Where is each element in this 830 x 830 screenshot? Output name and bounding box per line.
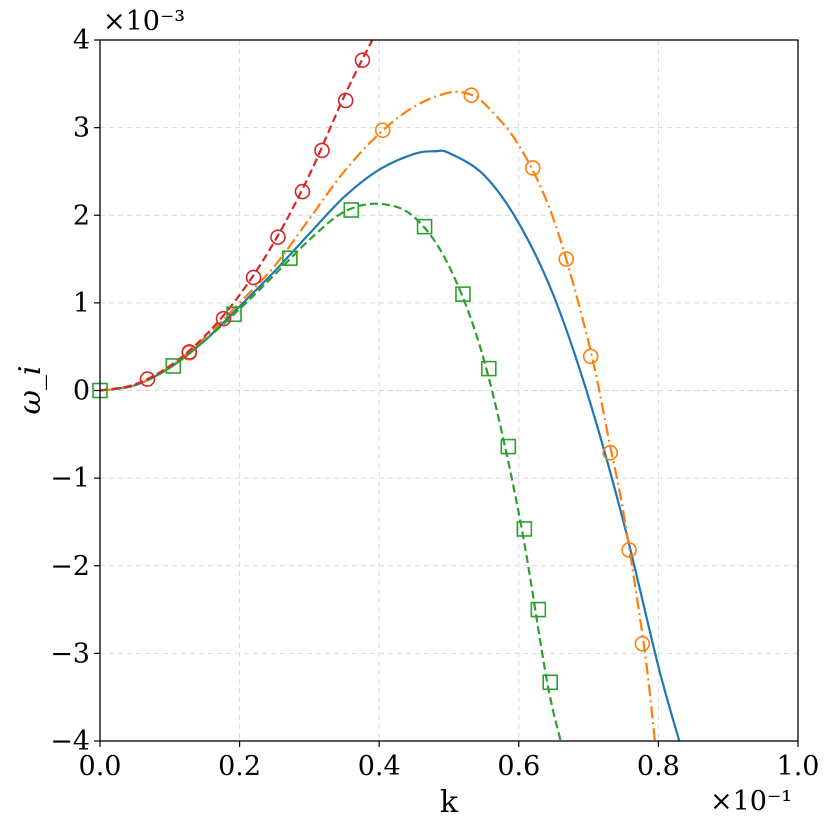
series-1-marker: [621, 542, 637, 558]
series-2-marker: [226, 306, 242, 323]
series-2-marker: [480, 360, 497, 377]
series-1-marker: [634, 635, 651, 652]
series-2-marker: [165, 358, 182, 374]
series-1-marker: [463, 87, 480, 104]
series-2-marker: [500, 438, 517, 455]
series-line-0: [100, 149, 681, 741]
x-tick-label: 0.2: [218, 751, 261, 782]
series-3-marker: [294, 183, 311, 200]
y-tick-label: 0: [73, 376, 90, 407]
x-tick-label: 0.8: [637, 751, 680, 782]
series-2-marker: [416, 218, 433, 235]
y-tick-label: −3: [50, 638, 90, 669]
y-tick-label: 2: [73, 200, 90, 231]
plot-frame: [99, 39, 799, 742]
ticks: 0.0 0.2 0.4 0.6 0.8 1.0 −4 −3 −2 −1 0 1 2 3 4: [50, 25, 819, 782]
x-tick-label: 0.0: [79, 751, 122, 782]
series-3-marker: [215, 310, 232, 327]
series-3-marker: [181, 344, 198, 360]
series-2-marker: [530, 601, 547, 618]
series-line-3: [100, 40, 374, 392]
y-tick-label: 4: [73, 25, 90, 56]
series-2-marker: [542, 674, 559, 691]
marker-layer: [92, 52, 651, 691]
y-tick-label: −4: [50, 726, 90, 757]
y-axis-label: ω_i: [13, 365, 48, 414]
series-line-1: [100, 90, 657, 741]
y-tick-label: 3: [73, 113, 90, 144]
y-tick-label: −2: [50, 551, 90, 582]
x-axis-label: k: [440, 785, 459, 820]
series-line-2: [100, 202, 562, 741]
series-1-marker: [524, 160, 541, 176]
series-2-marker: [455, 286, 471, 302]
series-3-marker: [354, 52, 371, 68]
series-2-marker: [282, 250, 298, 266]
series-1-marker: [602, 444, 619, 461]
x-tick-label: 1.0: [777, 751, 820, 782]
series-3-marker: [245, 269, 262, 286]
grid: [99, 39, 799, 742]
x-exponent-label: ×10⁻¹: [710, 786, 792, 817]
series-1-marker: [374, 122, 391, 139]
series-3-marker: [314, 142, 330, 159]
y-exponent-label: ×10⁻³: [103, 6, 185, 37]
y-tick-label: 1: [73, 288, 90, 319]
series-3-marker: [337, 92, 354, 109]
series-3-marker: [139, 371, 156, 387]
series-1-marker: [558, 251, 575, 267]
series-3-marker: [270, 229, 286, 245]
series-2-marker: [343, 202, 360, 218]
y-tick-label: −1: [50, 463, 90, 494]
x-tick-label: 0.4: [358, 751, 401, 782]
x-tick-label: 0.6: [497, 751, 540, 782]
series-1-marker: [582, 348, 599, 365]
series-2-marker: [516, 521, 533, 537]
